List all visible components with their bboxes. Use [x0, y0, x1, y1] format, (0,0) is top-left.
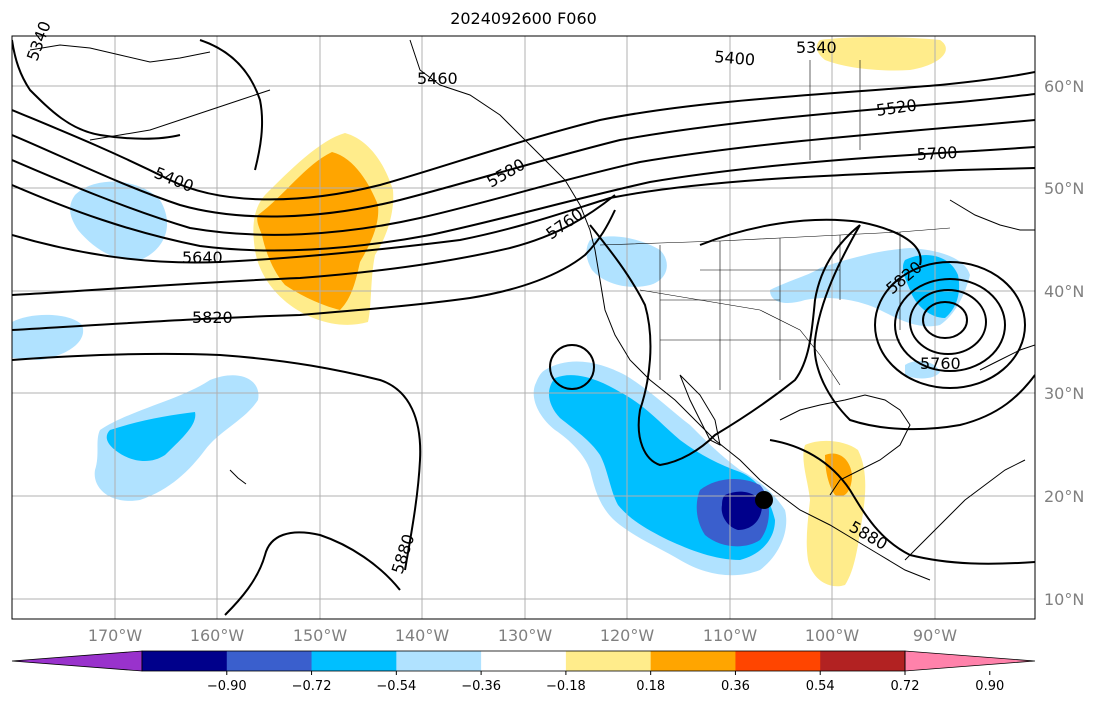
colorbar-bin [142, 651, 228, 671]
colorbar: −0.90 −0.72 −0.54 −0.36 −0.18 0.18 0.36 0.54 0.7… [11, 650, 1036, 694]
colorbar-bin [820, 651, 906, 671]
contour-label: 5400 [714, 47, 756, 69]
lon-label: 140°W [395, 626, 450, 645]
lat-label: 30°N [1044, 384, 1084, 403]
contour-label: 5820 [192, 308, 233, 327]
map-title: 2024092600 F060 [450, 9, 597, 28]
lon-label: 110°W [703, 626, 758, 645]
colorbar-extend-high [904, 650, 1036, 672]
lat-label: 10°N [1044, 590, 1084, 609]
lat-label: 60°N [1044, 77, 1084, 96]
colorbar-tick-label: 0.72 [891, 679, 920, 694]
lon-label: 170°W [88, 626, 143, 645]
contour-label: 5760 [920, 354, 961, 373]
graticule [12, 36, 1035, 619]
colorbar-bin [735, 651, 821, 671]
colorbar-tick-label: −0.36 [461, 679, 501, 694]
longitude-labels: 170°W 160°W 150°W 140°W 130°W 120°W 110°… [88, 626, 957, 645]
colorbar-tick-label: −0.72 [292, 679, 332, 694]
colorbar-tick-label: −0.54 [376, 679, 416, 694]
colorbar-tick-label: −0.90 [207, 679, 247, 694]
contour-label: 5460 [417, 69, 458, 88]
colorbar-bin [396, 651, 482, 671]
colorbar-tick-label: 0.18 [636, 679, 665, 694]
storm-marker [755, 491, 773, 509]
lat-label: 20°N [1044, 487, 1084, 506]
colorbar-bin [650, 651, 736, 671]
colorbar-bin [481, 651, 567, 671]
lon-label: 150°W [293, 626, 348, 645]
colorbar-tick-label: 0.36 [721, 679, 750, 694]
colorbar-tick-label: 0.90 [975, 679, 1004, 694]
colorbar-outline [141, 650, 906, 672]
colorbar-extend-low [11, 650, 143, 672]
colorbar-tick-label: 0.54 [806, 679, 835, 694]
lon-label: 120°W [600, 626, 655, 645]
lon-label: 160°W [190, 626, 245, 645]
contour-label: 5640 [182, 248, 223, 267]
height-contours [12, 39, 1035, 616]
coastlines [29, 39, 1035, 581]
colorbar-bin [565, 651, 652, 671]
map-frame [11, 35, 1036, 620]
map-background [12, 36, 1035, 619]
lat-label: 50°N [1044, 179, 1084, 198]
colorbar-bin [311, 651, 397, 671]
latitude-labels: 60°N 50°N 40°N 30°N 20°N 10°N [1044, 77, 1084, 609]
contour-label: 5340 [796, 38, 837, 57]
colorbar-tick-label: −0.18 [546, 679, 586, 694]
lat-label: 40°N [1044, 282, 1084, 301]
colorbar-bin [226, 651, 313, 671]
contour-label: 5700 [916, 143, 958, 164]
political-borders [599, 60, 951, 390]
lon-label: 130°W [498, 626, 553, 645]
lon-label: 90°W [913, 626, 957, 645]
lon-label: 100°W [805, 626, 860, 645]
